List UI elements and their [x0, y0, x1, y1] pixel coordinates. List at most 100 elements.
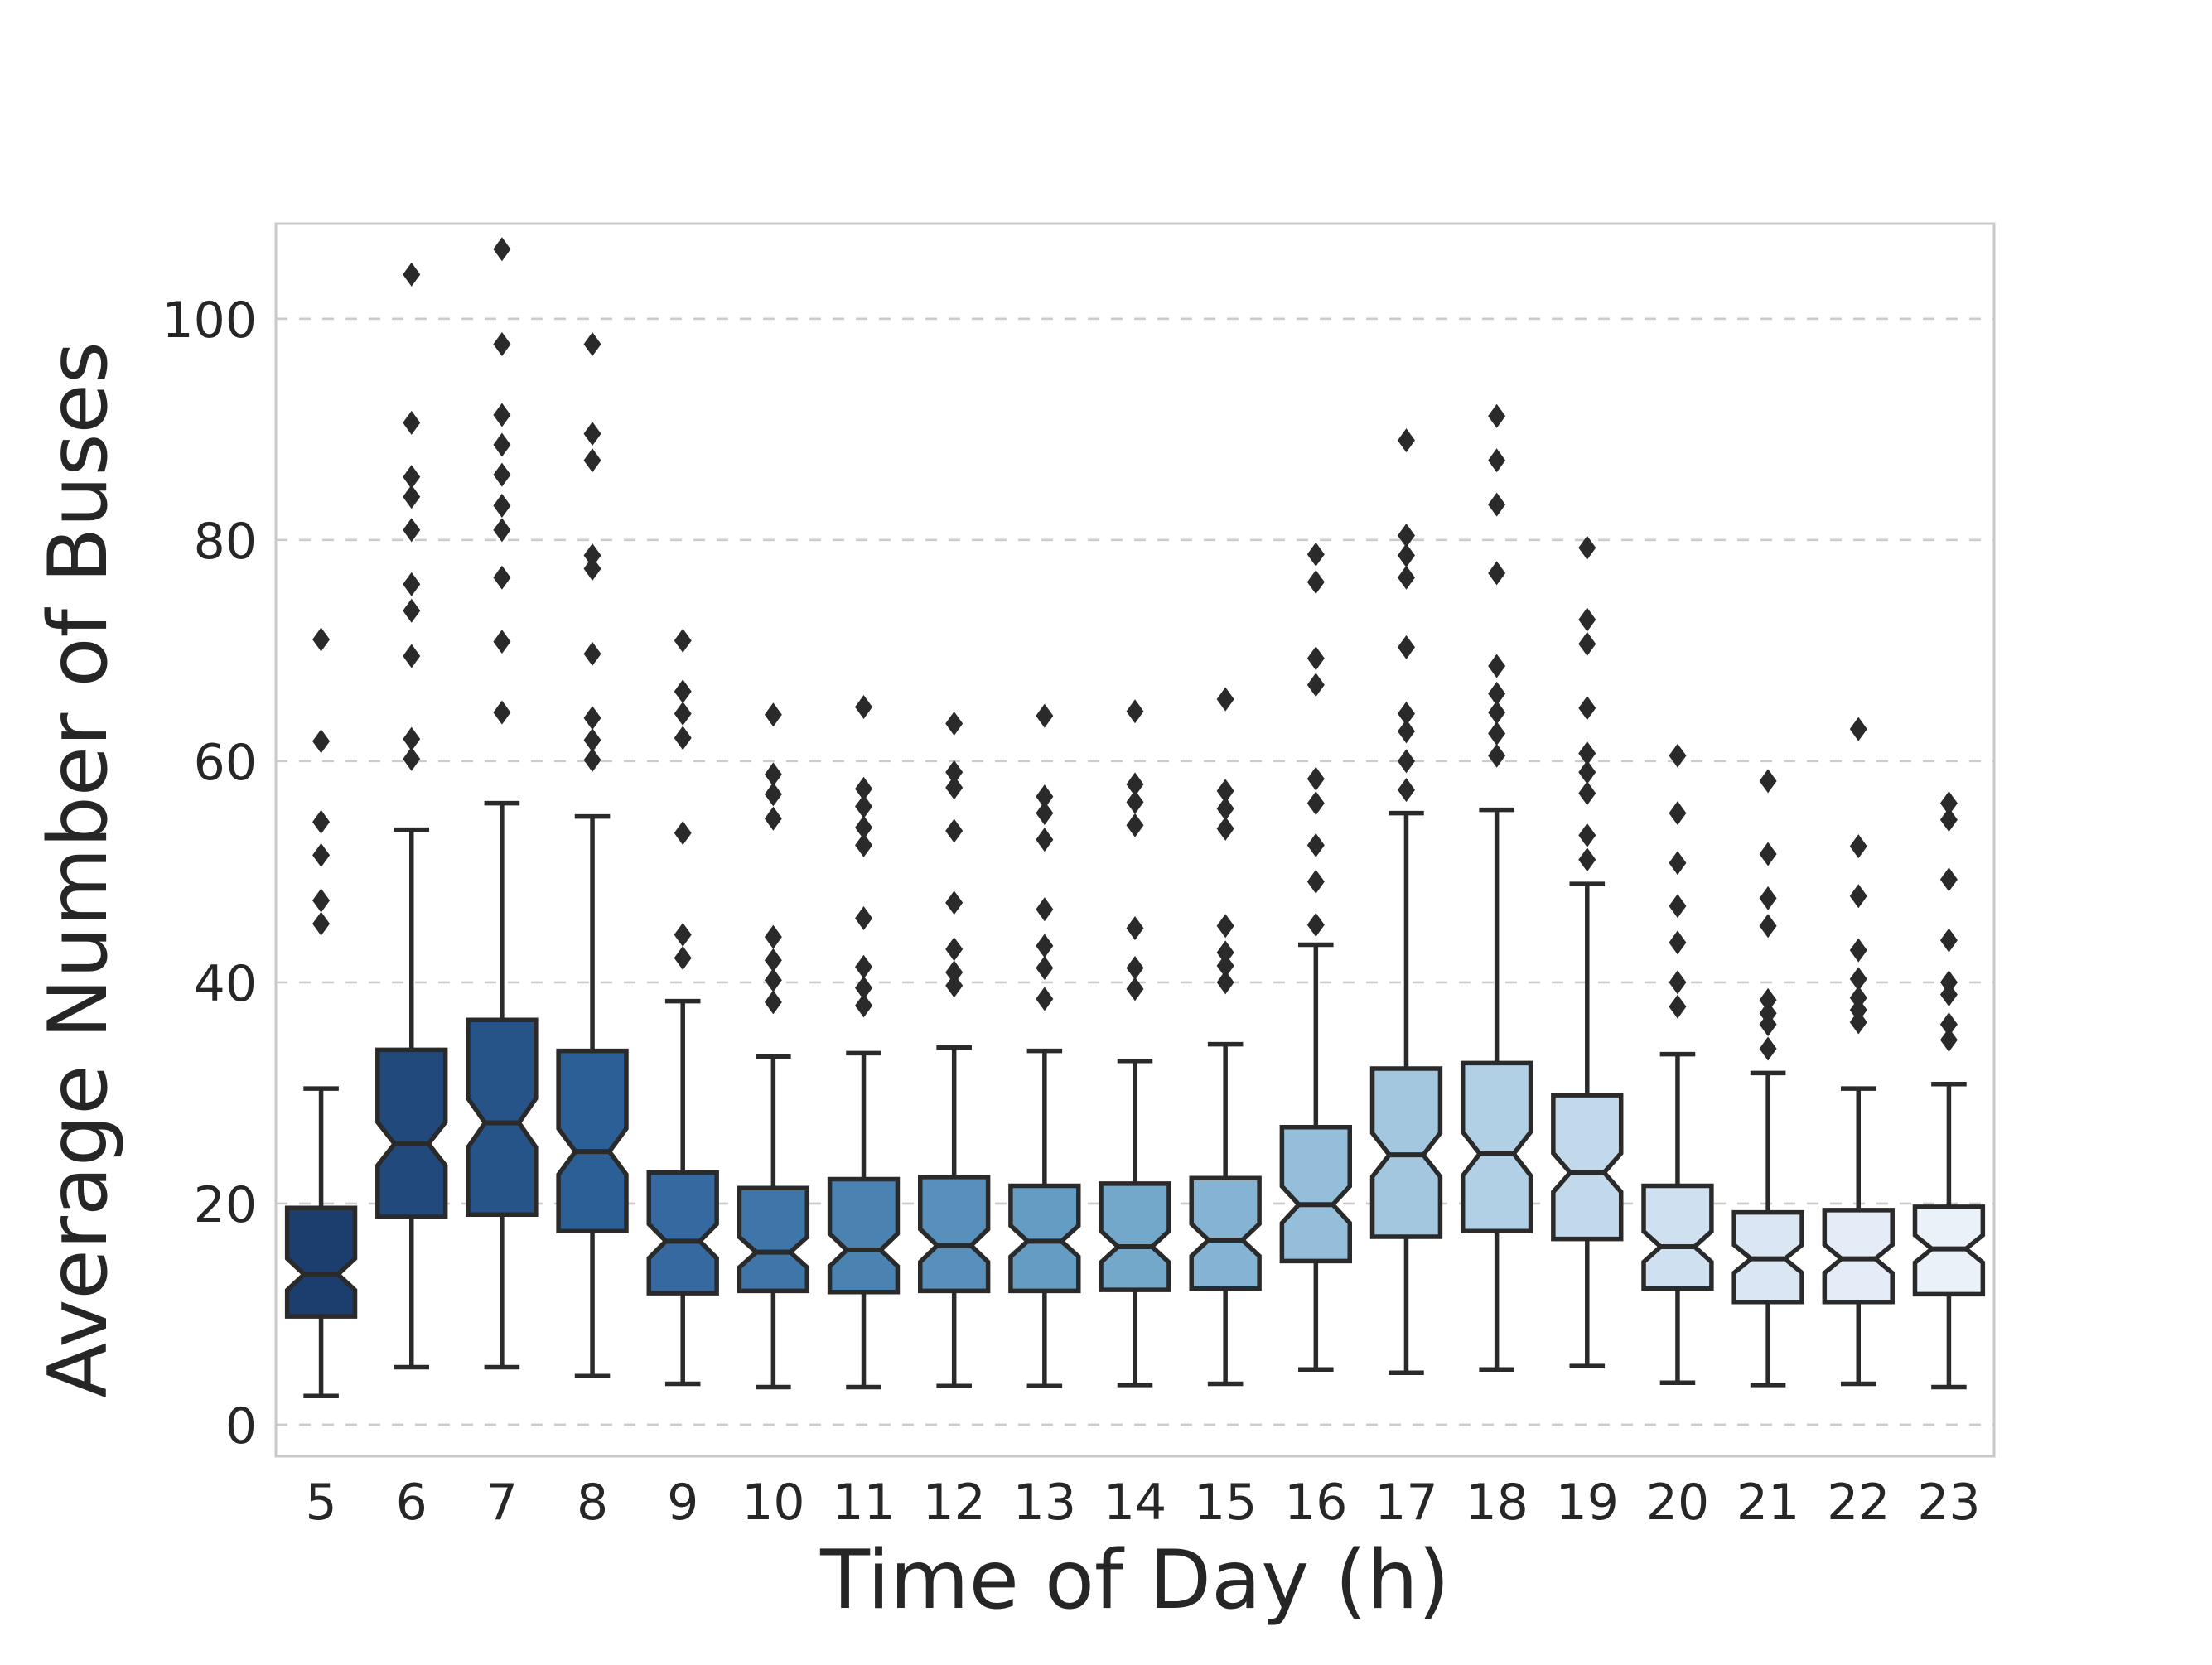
outlier-marker	[1939, 791, 1958, 816]
box-group-6	[375, 262, 448, 1370]
outlier-marker	[1306, 542, 1325, 567]
outlier-marker	[1216, 914, 1234, 939]
outlier-marker	[493, 432, 511, 457]
outlier-marker	[1216, 816, 1234, 841]
x-tick-label: 17	[1374, 1474, 1437, 1532]
outlier-marker	[674, 946, 692, 971]
outlier-marker	[945, 711, 964, 736]
outlier-marker	[1126, 977, 1144, 1001]
outlier-marker	[493, 630, 511, 654]
outlier-marker	[1397, 543, 1415, 568]
y-tick-label: 60	[194, 734, 257, 792]
outlier-marker	[583, 557, 601, 582]
outlier-marker	[583, 641, 601, 666]
outlier-marker	[1849, 1010, 1867, 1035]
box-hour-12	[918, 1175, 991, 1294]
outlier-marker	[674, 821, 692, 846]
outlier-marker	[1036, 897, 1054, 922]
outlier-marker	[855, 976, 873, 1001]
outlier-marker	[1306, 673, 1325, 697]
outlier-marker	[764, 702, 782, 727]
outlier-marker	[312, 729, 331, 754]
x-tick-label: 20	[1646, 1474, 1709, 1532]
outlier-marker	[312, 842, 331, 867]
outlier-marker	[1306, 766, 1325, 791]
outlier-marker	[583, 332, 601, 357]
y-tick-label: 40	[194, 955, 257, 1013]
box-group-12	[918, 711, 991, 1388]
outlier-marker	[1126, 915, 1144, 940]
outlier-marker	[764, 968, 782, 992]
x-tick-label: 10	[741, 1474, 804, 1532]
box-group-10	[737, 702, 810, 1390]
outlier-marker	[1849, 997, 1867, 1022]
x-tick-label: 9	[667, 1474, 698, 1532]
x-axis-title: Time of Day (h)	[819, 1533, 1450, 1628]
outlier-marker	[1488, 448, 1506, 473]
outlier-marker	[1397, 701, 1415, 726]
outlier-marker	[1488, 721, 1506, 746]
outlier-marker	[1036, 828, 1054, 852]
outlier-marker	[855, 815, 873, 840]
outlier-marker	[312, 911, 331, 936]
outlier-marker	[945, 960, 964, 985]
x-tick-label: 16	[1284, 1474, 1347, 1532]
box-series	[284, 237, 1986, 1398]
box-group-13	[1008, 703, 1081, 1388]
box-hour-18	[1460, 1060, 1533, 1234]
box-group-18	[1460, 403, 1533, 1372]
outlier-marker	[583, 706, 601, 731]
outlier-marker	[1488, 743, 1506, 768]
outlier-marker	[403, 746, 421, 771]
outlier-marker	[1939, 867, 1958, 892]
outlier-marker	[1759, 987, 1777, 1012]
x-tick-label: 8	[577, 1474, 608, 1532]
box-hour-14	[1099, 1181, 1171, 1292]
x-tick-label: 13	[1013, 1474, 1076, 1532]
outlier-marker	[1759, 842, 1777, 866]
outlier-marker	[403, 726, 421, 751]
box-hour-13	[1008, 1183, 1081, 1294]
outlier-marker	[1216, 796, 1234, 821]
outlier-marker	[1759, 914, 1777, 939]
box-hour-16	[1279, 1125, 1352, 1264]
outlier-marker	[1126, 699, 1144, 724]
x-tick-label: 18	[1465, 1474, 1528, 1532]
y-tick-label: 0	[225, 1397, 257, 1455]
x-tick-label: 5	[305, 1474, 336, 1532]
outlier-marker	[855, 954, 873, 979]
outlier-marker	[1306, 832, 1325, 857]
outlier-marker	[1397, 778, 1415, 803]
x-tick-label: 12	[923, 1474, 986, 1532]
outlier-marker	[945, 937, 964, 962]
outlier-marker	[674, 701, 692, 726]
box-hour-5	[284, 1205, 358, 1319]
box-hour-22	[1822, 1208, 1895, 1305]
outlier-marker	[583, 728, 601, 753]
outlier-marker	[1397, 635, 1415, 659]
outlier-marker	[855, 905, 873, 930]
outlier-marker	[1488, 681, 1506, 706]
outlier-marker	[1306, 869, 1325, 894]
outlier-marker	[1397, 428, 1415, 453]
outlier-marker	[1397, 749, 1415, 774]
box-group-5	[284, 627, 358, 1398]
outlier-marker	[1939, 928, 1958, 953]
outlier-marker	[583, 422, 601, 446]
outlier-marker	[312, 627, 331, 652]
outlier-marker	[855, 694, 873, 719]
outlier-marker	[1669, 851, 1687, 876]
outlier-marker	[1397, 565, 1415, 590]
outlier-marker	[764, 990, 782, 1015]
outlier-marker	[1216, 953, 1234, 978]
outlier-marker	[1849, 834, 1867, 859]
box-group-17	[1369, 428, 1443, 1375]
outlier-marker	[403, 644, 421, 668]
outlier-marker	[1849, 967, 1867, 992]
outlier-marker	[945, 818, 964, 843]
box-group-20	[1641, 743, 1714, 1385]
x-tick-label: 14	[1104, 1474, 1166, 1532]
box-hour-20	[1641, 1183, 1714, 1291]
